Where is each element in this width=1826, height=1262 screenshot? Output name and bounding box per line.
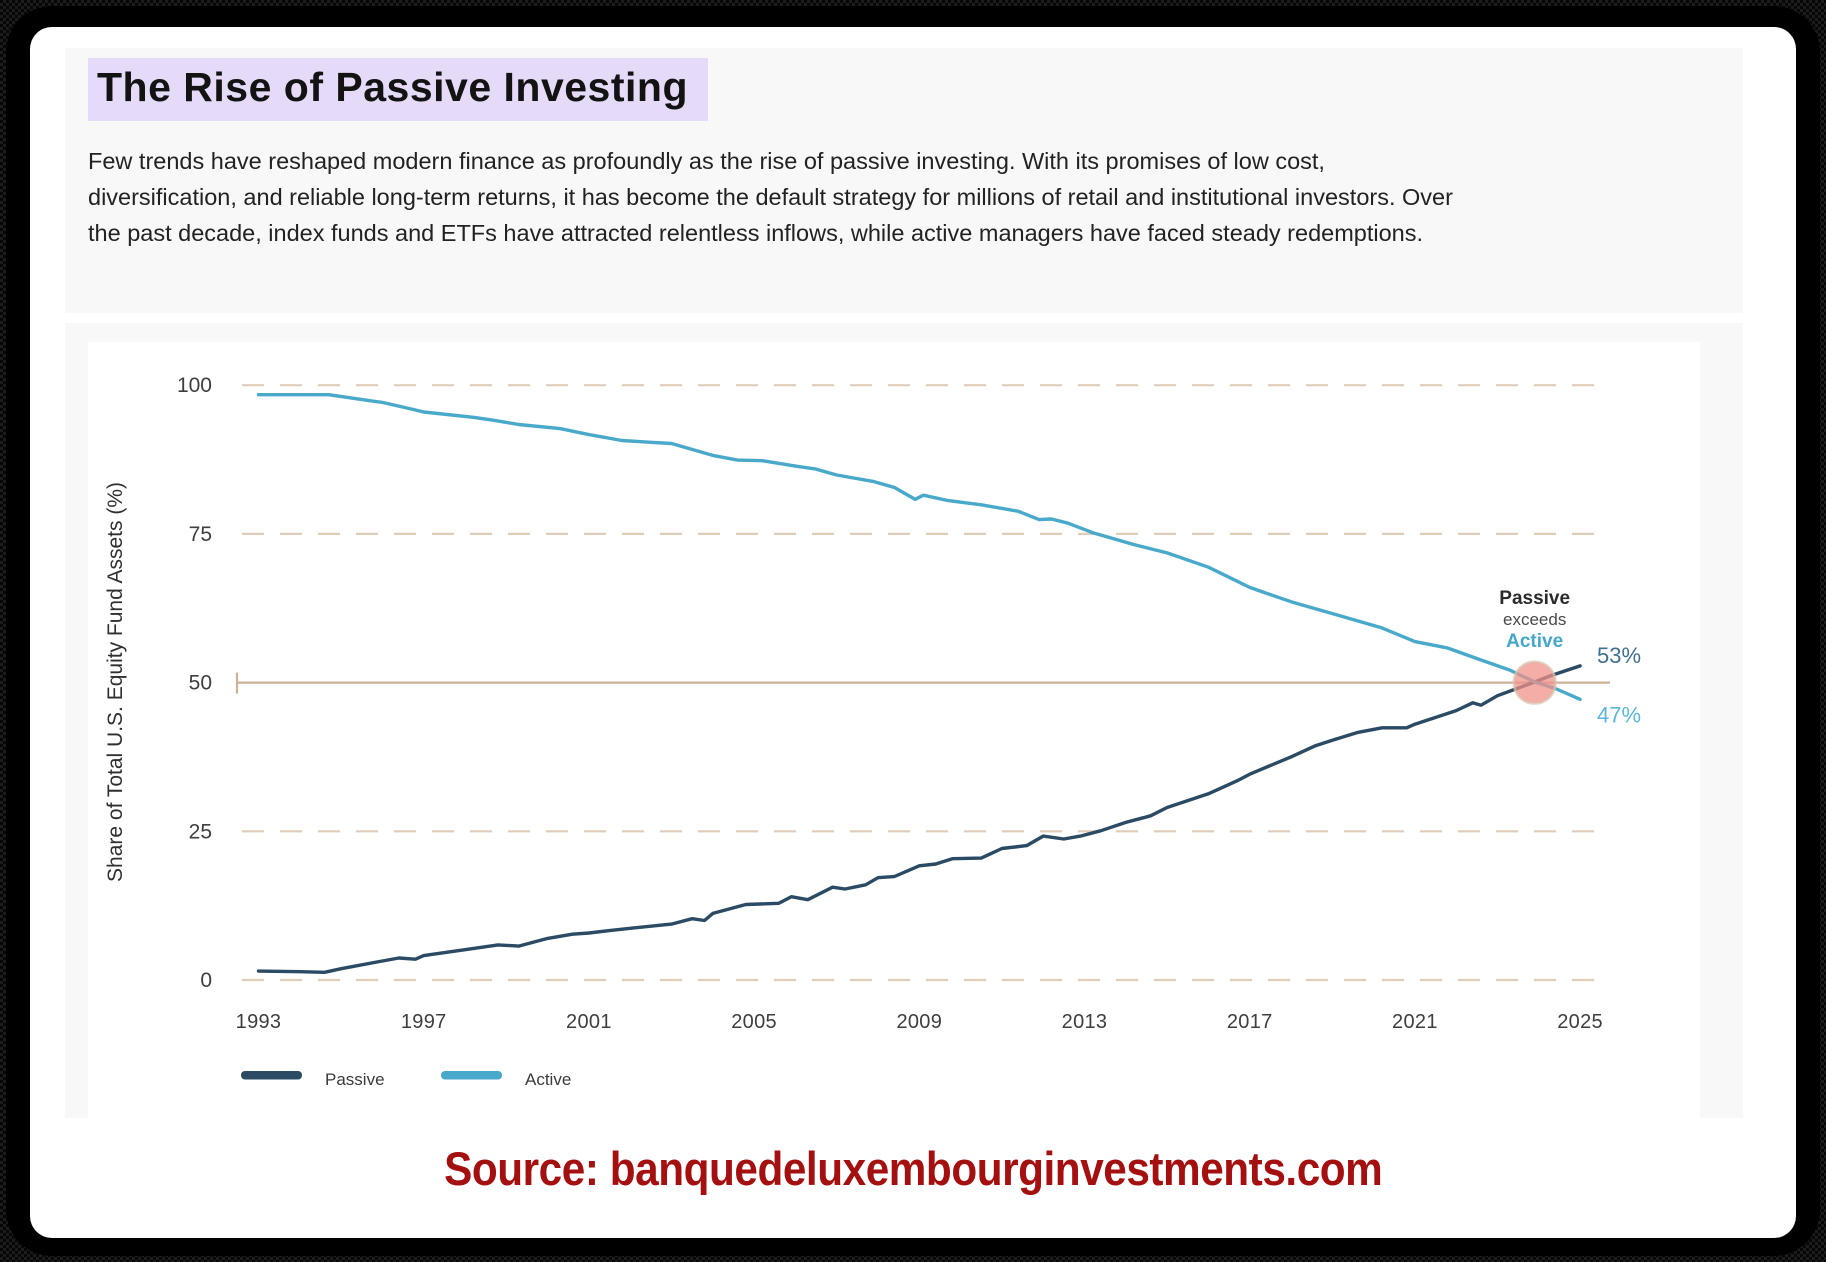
header-section: The Rise of Passive Investing Few trends… — [65, 48, 1743, 313]
annotation-exceeds: exceeds — [1503, 610, 1566, 629]
legend-swatch-passive — [241, 1071, 302, 1080]
y-tick-label-100: 100 — [177, 374, 212, 397]
x-tick-label-2001: 2001 — [566, 1011, 612, 1033]
legend-label-active: Active — [525, 1070, 571, 1089]
source-text: Source: banquedeluxembourginvestments.co… — [443, 1142, 1383, 1195]
x-tick-label-2013: 2013 — [1062, 1011, 1108, 1033]
x-tick-label-1997: 1997 — [401, 1011, 447, 1033]
x-tick-label-2009: 2009 — [896, 1011, 942, 1033]
legend-swatch-active — [441, 1071, 502, 1080]
x-tick-label-2025: 2025 — [1557, 1011, 1603, 1033]
page-title: The Rise of Passive Investing — [88, 58, 708, 122]
y-tick-label-50: 50 — [189, 672, 212, 695]
end-label-active: 47% — [1597, 702, 1641, 727]
chart-section: 0 25 50 75 100 1993 1997 2001 2005 2009 2013 2017 20… — [65, 323, 1743, 1118]
y-axis-title: Share of Total U.S. Equity Fund Assets (… — [104, 482, 127, 882]
chart-plot-area: 0 25 50 75 100 1993 1997 2001 2005 2009 2013 2017 20… — [88, 342, 1700, 1118]
annotation-passive: Passive — [1499, 588, 1570, 609]
series-line-active — [256, 393, 1582, 701]
line-chart: 0 25 50 75 100 1993 1997 2001 2005 2009 2013 2017 20… — [104, 374, 1641, 1089]
series-line-passive — [256, 664, 1582, 974]
intro-paragraph: Few trends have reshaped modern finance … — [88, 148, 1453, 247]
y-tick-label-75: 75 — [189, 523, 212, 546]
x-tick-label-1993: 1993 — [236, 1011, 282, 1033]
annotation-active: Active — [1506, 631, 1563, 652]
x-tick-label-2021: 2021 — [1392, 1011, 1438, 1033]
crossover-marker — [1512, 660, 1557, 705]
y-tick-label-0: 0 — [200, 969, 212, 992]
content-card: The Rise of Passive Investing Few trends… — [30, 27, 1796, 1238]
end-label-passive: 53% — [1597, 643, 1641, 668]
x-tick-label-2005: 2005 — [731, 1011, 777, 1033]
x-tick-label-2017: 2017 — [1227, 1011, 1273, 1033]
legend-label-passive: Passive — [325, 1070, 385, 1089]
y-tick-label-25: 25 — [189, 820, 212, 843]
source-attribution: Source: banquedeluxembourginvestments.co… — [30, 1124, 1796, 1214]
